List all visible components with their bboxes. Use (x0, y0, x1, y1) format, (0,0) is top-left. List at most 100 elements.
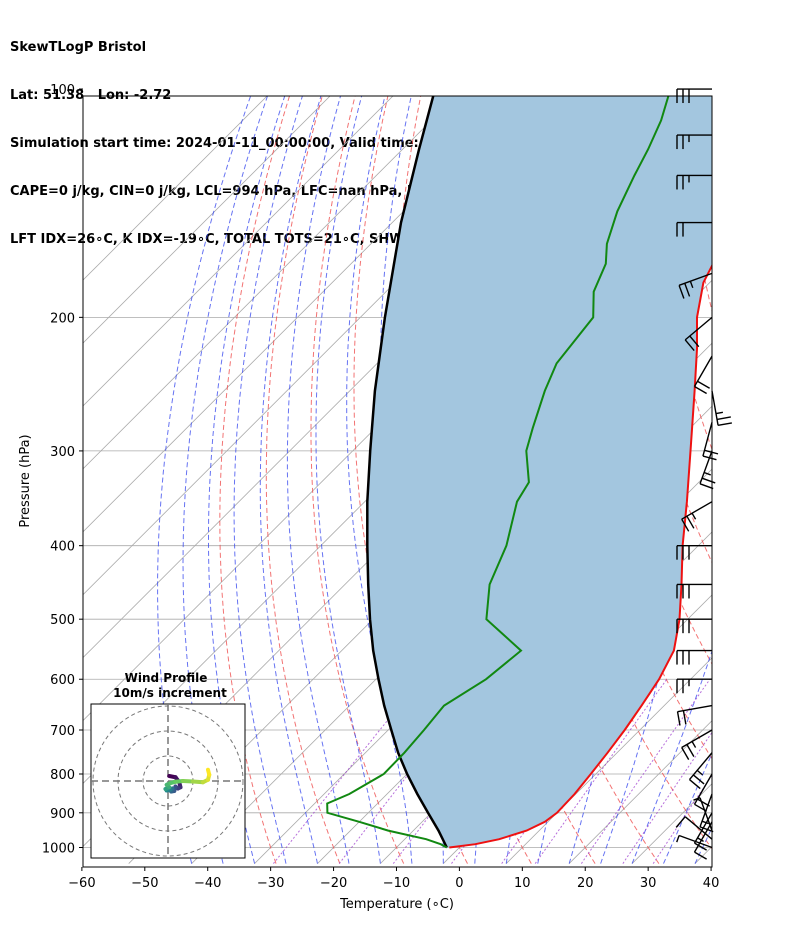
wind-barb (684, 316, 713, 352)
barb-flag (686, 744, 695, 757)
isotherm-line (83, 96, 268, 281)
barb-half (691, 741, 697, 748)
dry-adiabat (219, 96, 291, 864)
barb-flag (694, 385, 707, 395)
x-tick-label: −60 (68, 876, 95, 891)
hodograph (91, 704, 245, 858)
x-tick-label: 10 (514, 876, 531, 891)
moist-adiabat (259, 96, 322, 864)
barb-staff (693, 773, 713, 805)
isotherm-line (83, 96, 394, 407)
wind-barb (675, 816, 713, 840)
dry-adiabat (781, 89, 794, 864)
barb-flag (699, 826, 714, 833)
mixing-ratio-line (534, 678, 668, 864)
wind-barb (693, 355, 713, 395)
x-tick-label: −20 (320, 876, 347, 891)
barb-flag (676, 711, 681, 726)
barb-staff (684, 816, 713, 840)
moist-adiabat (315, 96, 381, 864)
wind-barb (693, 821, 713, 860)
barb-flag (675, 816, 686, 828)
x-axis-label: Temperature (∘C) (339, 897, 454, 912)
barb-flag (716, 416, 731, 421)
moist-adiabat (233, 96, 303, 864)
barb-flag (686, 515, 695, 529)
x-tick-label: −30 (257, 876, 284, 891)
y-tick-label: 200 (50, 311, 75, 326)
barb-flag (689, 779, 701, 790)
dewpoint-profile (326, 96, 670, 849)
y-tick-label: 700 (50, 724, 75, 739)
barb-flag (692, 774, 705, 785)
x-tick-label: 0 (455, 876, 463, 891)
mixing-ratio-line (622, 731, 712, 864)
x-tick-label: 30 (640, 876, 657, 891)
inset-title: Wind Profile (125, 671, 208, 685)
moist-adiabat (286, 96, 350, 864)
parcel-profile (366, 96, 448, 849)
y-axis-label: Pressure (hPa) (18, 434, 33, 527)
x-tick-label: −10 (383, 876, 410, 891)
moist-adiabat (182, 96, 269, 864)
y-tick-label: 500 (50, 613, 75, 628)
barb-flag (697, 380, 710, 389)
barb-half (689, 280, 694, 289)
hodograph-segment (206, 767, 212, 777)
wind-barb (702, 422, 719, 461)
barb-staff (681, 501, 713, 520)
isotherm-line (83, 96, 520, 533)
wind-barb (676, 134, 712, 150)
y-tick-label: 100 (50, 83, 75, 98)
x-tick-label: −40 (194, 876, 221, 891)
moist-adiabat (663, 752, 712, 864)
cape-shading (367, 96, 712, 848)
barb-half (701, 820, 709, 825)
barb-half (715, 411, 724, 415)
barb-flag (694, 851, 707, 860)
barb-staff (711, 390, 719, 426)
wind-barb (693, 773, 713, 812)
moist-adiabat (631, 649, 712, 864)
barb-staff (681, 729, 713, 749)
y-tick-label: 1000 (42, 842, 75, 857)
barb-half (693, 797, 701, 801)
y-tick-label: 400 (50, 540, 75, 555)
barb-flag (689, 335, 700, 348)
barb-flag (682, 710, 687, 725)
barb-half (691, 512, 697, 520)
mixing-ratio-line (580, 678, 711, 864)
isotherm-line (83, 96, 331, 344)
mixing-ratio-line (652, 774, 712, 864)
barb-flag (702, 455, 717, 461)
barb-staff (688, 752, 713, 780)
wind-barbs (675, 88, 732, 860)
wind-barb (676, 618, 712, 634)
dry-adiabat (649, 96, 712, 451)
barb-flag (697, 798, 710, 807)
inset-subtitle: 10m/s increment (113, 686, 227, 700)
wind-barb (676, 704, 713, 726)
isotherm-line (758, 89, 794, 864)
x-tick-label: 20 (577, 876, 594, 891)
cape-area (367, 96, 712, 848)
moist-adiabat (208, 96, 286, 864)
wind-barb (676, 544, 712, 560)
dry-adiabat (748, 89, 794, 864)
barb-flag (684, 339, 695, 352)
wind-barb (676, 583, 712, 599)
wind-barb (681, 501, 713, 532)
barb-flag (701, 477, 716, 484)
x-tick-label: 40 (703, 876, 720, 891)
barb-flag (684, 283, 691, 297)
wind-profile-inset: Wind Profile 10m/s increment (90, 671, 246, 859)
wind-barb (676, 174, 712, 190)
y-tick-label: 600 (50, 673, 75, 688)
y-tick-label: 900 (50, 807, 75, 822)
wind-barb (676, 221, 712, 237)
barb-flag (704, 449, 719, 455)
barb-staff (677, 704, 713, 713)
wind-barb (688, 752, 713, 790)
wind-barb (678, 272, 713, 299)
moist-adiabat (157, 96, 252, 864)
